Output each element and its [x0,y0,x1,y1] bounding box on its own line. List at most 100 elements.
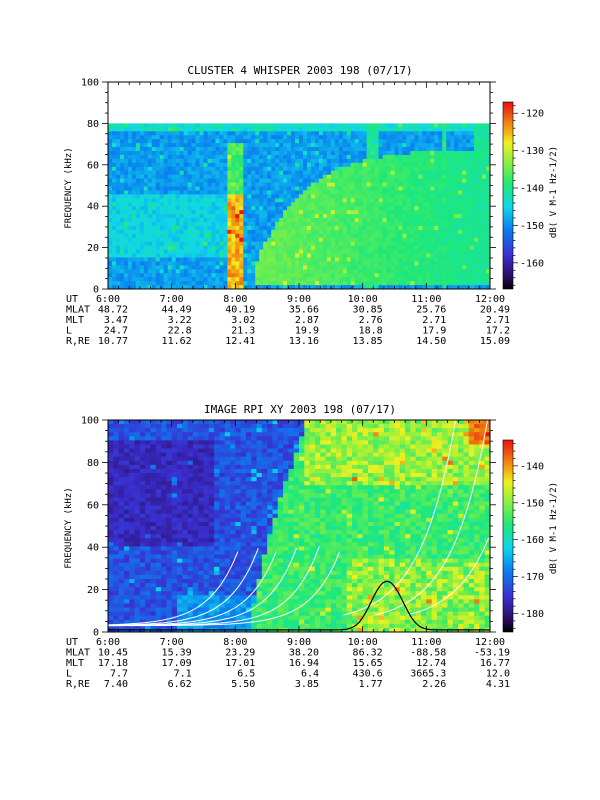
spectrogram-cell [283,170,288,176]
spectrogram-cell [139,182,145,187]
spectrogram-cell [215,158,220,164]
spectrogram-cell [215,221,220,227]
spectrogram-cell [422,241,427,247]
spectrogram-cell [247,202,252,207]
spectrogram-cell [310,123,316,128]
spectrogram-cell [454,241,459,247]
spectrogram-cell [223,265,228,270]
spectrogram-cell [127,170,133,176]
spectrogram-cell [430,214,435,219]
spectrogram-cell [422,214,427,219]
spectrogram-cell [486,166,490,172]
spectrogram-cell [239,273,244,278]
spectrogram-cell [354,241,360,247]
spectrogram-cell [111,241,117,247]
spectrogram-cell [239,123,244,128]
spectrogram-cell [191,135,197,140]
spectrogram-cell [255,198,260,203]
spectrogram-cell [143,265,149,270]
spectrogram-cell [358,221,364,227]
spectrogram-cell [434,261,439,266]
spectrogram-cell [215,218,220,223]
spectrogram-cell [143,194,149,199]
spectrogram-cell [191,190,197,195]
spectrogram-cell [438,221,443,227]
spectrogram-cell [108,237,113,243]
spectrogram-cell [167,233,173,239]
spectrogram-cell [195,249,201,255]
spectrogram-cell [203,206,208,211]
spectrogram-cell [139,501,146,507]
spectrogram-cell [155,448,162,454]
spectrogram-cell [199,214,204,219]
spectrogram-cell [159,143,165,148]
spectrogram-cell [350,123,356,128]
spectrogram-cell [458,174,463,180]
spectrogram-cell [414,186,419,191]
spectrogram-cell [470,281,475,286]
spectrogram-cell [299,249,304,255]
spectrogram-cell [108,574,114,580]
spectrogram-cell [342,257,348,262]
spectrogram-cell [223,123,228,128]
spectrogram-cell [163,261,169,266]
spectrogram-cell [179,269,185,274]
spectrogram-cell [108,583,114,588]
spectrogram-cell [302,147,308,152]
spectrogram-cell [334,281,340,286]
spectrogram-cell [390,123,395,128]
spectrogram-cell [231,285,236,289]
spectrogram-cell [299,170,304,176]
spectrogram-cell [362,178,368,184]
spectrogram-cell [119,253,125,258]
spectrogram-cell [370,281,376,286]
spectrogram-cell [219,162,224,168]
spectrogram-cell [199,241,204,247]
spectrogram-cell [147,273,153,278]
spectrogram-cell [314,273,320,278]
spectrogram-cell [442,265,447,270]
spectrogram-cell [191,154,197,160]
spectrogram-cell [151,190,157,195]
spectrogram-cell [267,158,272,164]
spectrogram-cell [134,477,141,482]
spectrogram-cell [108,607,114,613]
spectrogram-cell [402,210,407,215]
spectrogram-cell [287,154,292,160]
spectrogram-cell [259,154,264,160]
spectrogram-cell [306,186,312,191]
spectrogram-cell [346,273,352,278]
spectrogram-cell [302,245,308,251]
spectrogram-cell [374,285,380,289]
spectrogram-cell [454,225,459,231]
spectrogram-cell [182,509,189,515]
spectrogram-cell [275,194,280,199]
spectrogram-cell [346,147,352,152]
spectrogram-cell [108,277,113,282]
spectrogram-cell [159,249,165,255]
spectrogram-cell [358,225,364,231]
spectrogram-cell [211,135,216,140]
spectrogram-cell [203,158,208,164]
spectrogram-cell [310,257,316,262]
spectrogram-cell [175,178,181,184]
spectrogram-cell [291,190,296,195]
spectrogram-cell [310,273,316,278]
spectrogram-cell [155,570,162,576]
spectrogram-cell [251,269,256,274]
spectrogram-cell [247,229,252,235]
spectrogram-cell [378,139,384,144]
spectrogram-cell [410,225,415,231]
spectrogram-cell [123,566,130,572]
spectrogram-cell [239,127,244,132]
spectrogram-cell [150,420,157,425]
spectrogram-cell [255,206,260,211]
spectrogram-cell [113,603,120,609]
spectrogram-cell [195,214,201,219]
spectrogram-cell [382,202,388,207]
spectrogram-cell [179,174,185,180]
spectrogram-cell [302,261,308,266]
spectrogram-cell [374,241,380,247]
spectrogram-cell [259,241,264,247]
spectrogram-cell [139,473,146,478]
